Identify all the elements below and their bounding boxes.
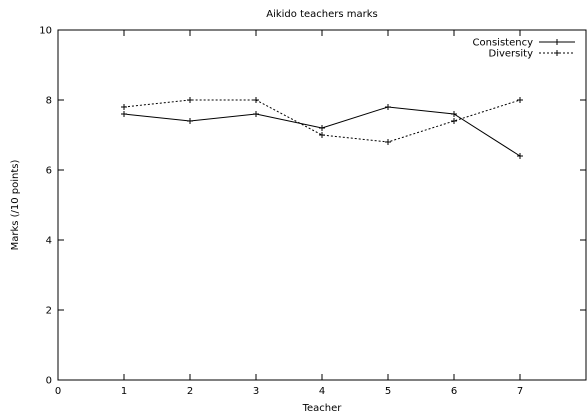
series-layer bbox=[121, 97, 523, 159]
y-axis-label: Marks (/10 points) bbox=[10, 159, 21, 250]
x-tick-label: 0 bbox=[55, 386, 61, 397]
x-tick-label: 2 bbox=[187, 386, 193, 397]
legend-label-consistency: Consistency bbox=[473, 38, 534, 49]
x-tick-label: 4 bbox=[319, 386, 325, 397]
data-point-consistency bbox=[517, 153, 523, 159]
legend-marker-diversity bbox=[554, 50, 560, 56]
data-point-consistency bbox=[187, 118, 193, 124]
y-tick-label: 6 bbox=[46, 166, 52, 177]
data-point-diversity bbox=[319, 132, 325, 138]
y-tick-label: 4 bbox=[46, 236, 52, 247]
data-point-diversity bbox=[121, 104, 127, 110]
x-axis-label: Teacher bbox=[302, 403, 343, 414]
chart-title: Aikido teachers marks bbox=[266, 9, 378, 20]
y-tick-label: 10 bbox=[39, 26, 52, 37]
x-tick-label: 3 bbox=[253, 386, 259, 397]
x-tick-label: 5 bbox=[385, 386, 391, 397]
data-point-consistency bbox=[385, 104, 391, 110]
data-point-diversity bbox=[253, 97, 259, 103]
data-point-diversity bbox=[187, 97, 193, 103]
y-tick-label: 8 bbox=[46, 96, 52, 107]
data-point-diversity bbox=[517, 97, 523, 103]
data-point-consistency bbox=[253, 111, 259, 117]
series-line-consistency bbox=[123, 106, 521, 157]
x-tick-label: 1 bbox=[121, 386, 127, 397]
legend-label-diversity: Diversity bbox=[489, 49, 534, 60]
plot-area-frame bbox=[57, 29, 587, 381]
data-point-consistency bbox=[451, 111, 457, 117]
data-point-consistency bbox=[121, 111, 127, 117]
data-point-consistency bbox=[319, 125, 325, 131]
data-point-diversity bbox=[385, 139, 391, 145]
y-tick-label: 0 bbox=[46, 376, 52, 387]
x-tick-label: 6 bbox=[451, 386, 457, 397]
x-tick-label: 7 bbox=[517, 386, 523, 397]
data-point-diversity bbox=[451, 118, 457, 124]
legend-marker-consistency bbox=[554, 39, 560, 45]
x-axis: 0 1 2 3 4 5 6 7 bbox=[55, 30, 523, 397]
y-tick-label: 2 bbox=[46, 306, 52, 317]
y-axis: 0 2 4 6 8 10 bbox=[39, 26, 586, 387]
